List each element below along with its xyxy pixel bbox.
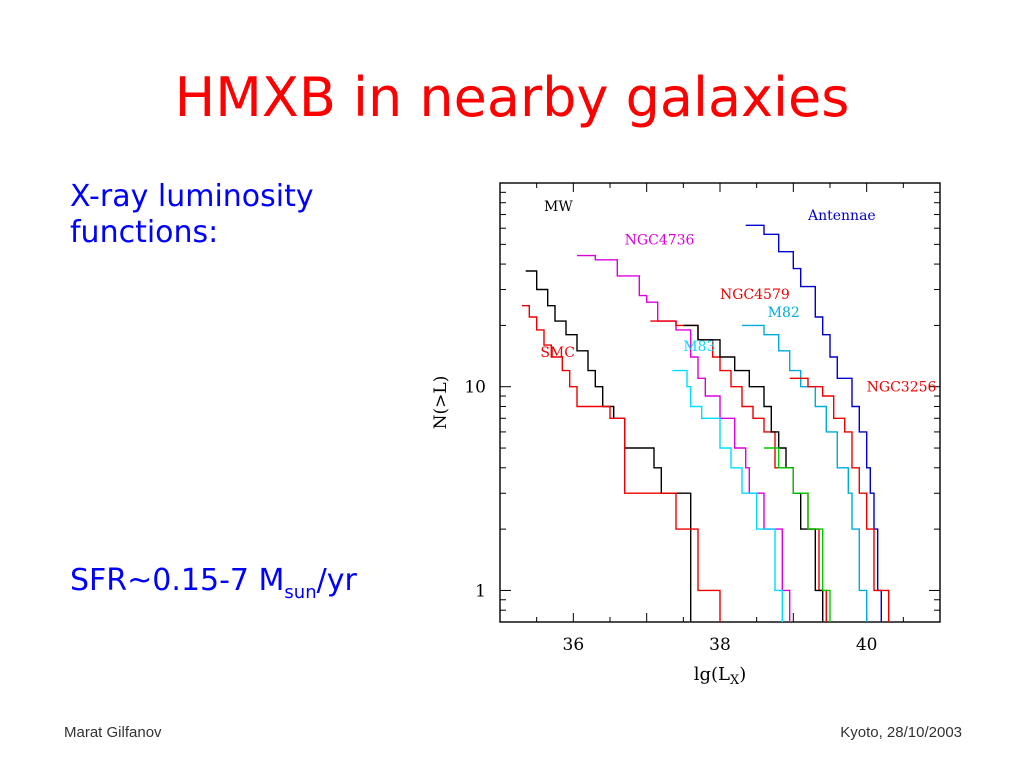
xlf-bullet-line2: functions: xyxy=(70,215,219,250)
series-line-smc xyxy=(522,305,721,622)
x-axis-label-sub: X xyxy=(730,673,740,688)
sfr-subscript: sun xyxy=(284,582,317,603)
x-axis-label-close: ) xyxy=(739,664,746,685)
x-tick-label: 36 xyxy=(563,635,585,655)
series-line-m83 xyxy=(672,369,783,622)
series-line-mw xyxy=(525,270,692,622)
series-label-ngc3256: NGC3256 xyxy=(867,379,937,395)
series-label-m83: M83 xyxy=(683,339,715,355)
sfr-bullet: SFR~0.15-7 Msun/yr xyxy=(70,563,357,611)
xlf-bullet-line1: X-ray luminosity xyxy=(70,179,314,214)
series-line-unlabeled-9 xyxy=(764,447,831,622)
y-tick-label: 1 xyxy=(475,581,486,601)
series-label-m82: M82 xyxy=(768,305,800,321)
x-axis-label: lg(LX) xyxy=(694,664,747,688)
series-label-mw: MW xyxy=(544,199,573,215)
sfr-suffix: /yr xyxy=(316,563,357,598)
series-line-m82 xyxy=(742,324,868,622)
series-line-ngc3256 xyxy=(789,377,890,622)
series-label-antennae: Antennae xyxy=(807,208,876,224)
series-line-antennae xyxy=(745,224,882,622)
series-label-ngc4579: NGC4579 xyxy=(720,287,790,303)
x-tick-label: 38 xyxy=(709,635,731,655)
y-tick-label: 10 xyxy=(464,378,486,398)
x-tick-label: 40 xyxy=(856,635,878,655)
y-axis-label: N(>L) xyxy=(431,376,451,430)
series-label-ngc4736: NGC4736 xyxy=(625,232,695,248)
sfr-prefix: SFR~0.15-7 M xyxy=(70,563,285,598)
series-line-ngc4736 xyxy=(577,254,791,622)
series-label-smc: SMC xyxy=(540,345,575,361)
series-line-ngc4579 xyxy=(650,320,827,622)
footer-author: Marat Gilfanov xyxy=(64,724,162,741)
xlf-bullet: X-ray luminosity functions: xyxy=(70,179,314,251)
x-axis-label-main: lg(L xyxy=(694,664,730,685)
series-line-unlabeled-8 xyxy=(683,324,824,622)
slide-title: HMXB in nearby galaxies xyxy=(174,66,850,129)
footer-venue-date: Kyoto, 28/10/2003 xyxy=(840,724,962,741)
